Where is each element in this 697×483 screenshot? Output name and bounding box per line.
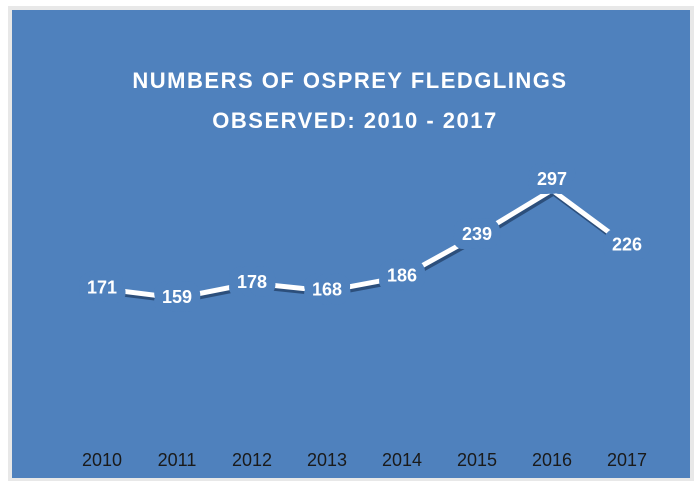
line-shadow: [103, 188, 631, 304]
data-label: 178: [237, 272, 267, 292]
x-tick-label: 2016: [532, 450, 572, 470]
x-tick-label: 2013: [307, 450, 347, 470]
data-label: 159: [162, 287, 192, 307]
x-tick-label: 2014: [382, 450, 422, 470]
data-label: 226: [612, 234, 642, 254]
data-label: 297: [537, 169, 567, 189]
line: [101, 186, 629, 301]
data-label: 239: [462, 224, 492, 244]
x-tick-label: 2010: [82, 450, 122, 470]
x-tick-label: 2011: [158, 450, 197, 470]
x-tick-label: 2012: [232, 450, 272, 470]
chart-title: OBSERVED: 2010 - 2017: [212, 108, 497, 133]
data-label: 171: [87, 277, 117, 297]
data-label: 168: [312, 280, 342, 300]
chart-title: NUMBERS OF OSPREY FLEDGLINGS: [132, 68, 567, 93]
data-label: 186: [387, 266, 417, 286]
x-tick-label: 2017: [607, 450, 647, 470]
x-tick-label: 2015: [457, 450, 497, 470]
plot-background: [12, 10, 690, 478]
